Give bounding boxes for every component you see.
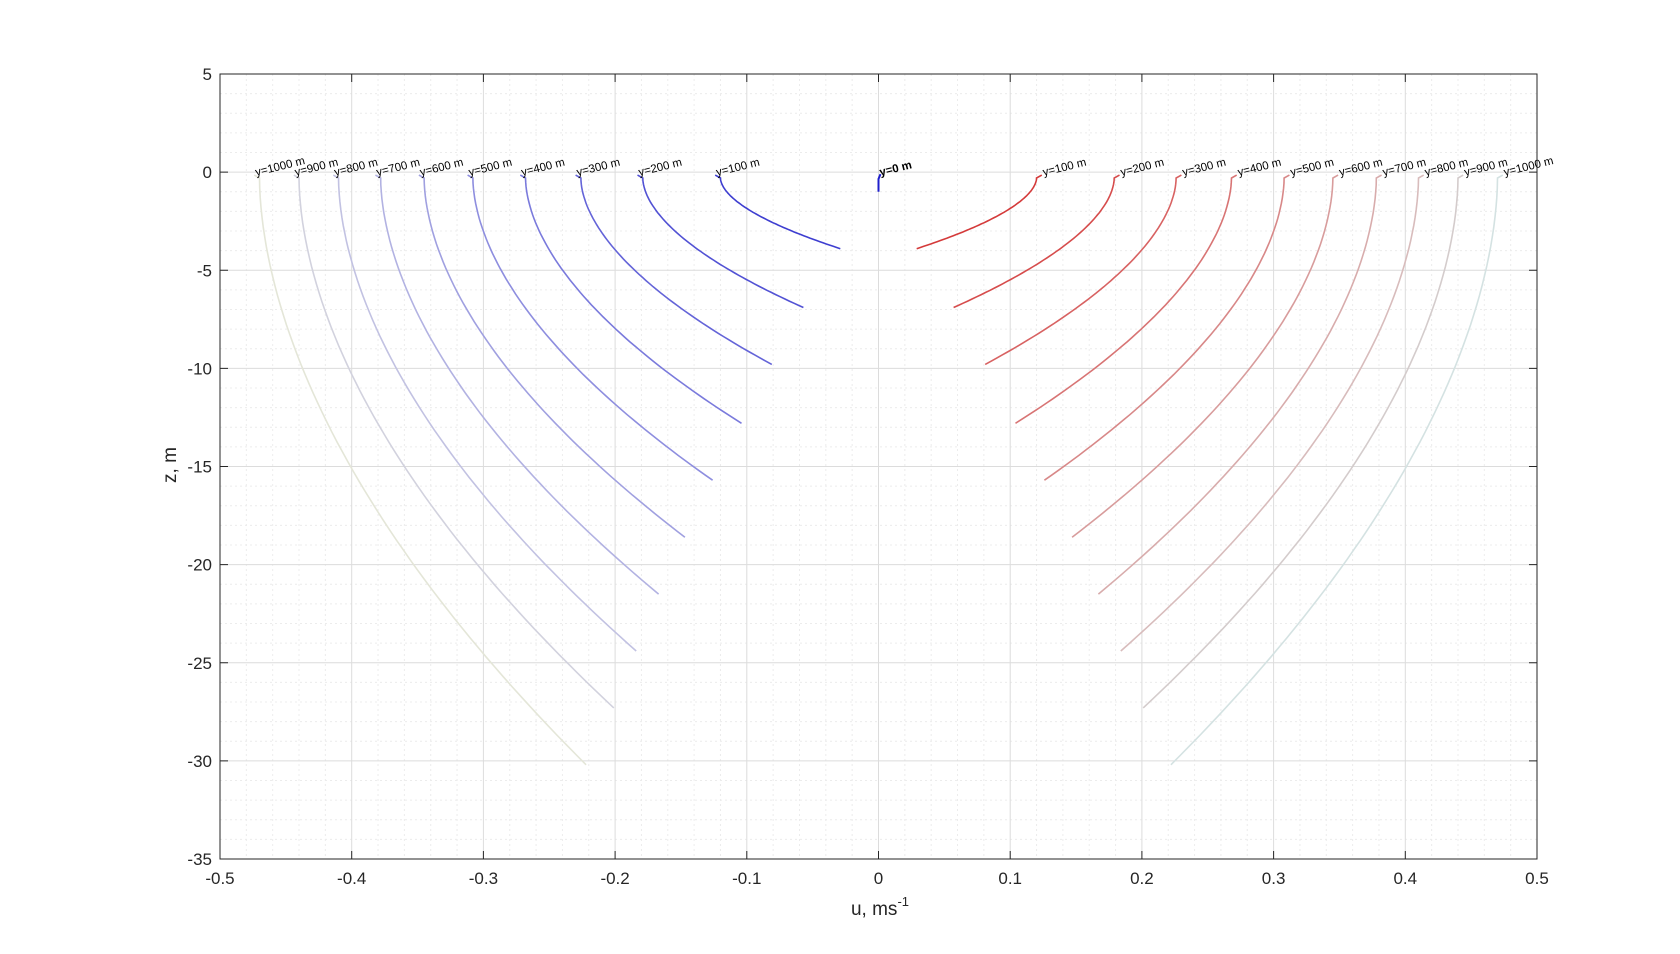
series-line (916, 174, 1043, 250)
y-tick-label: -25 (187, 654, 212, 673)
series-line (877, 173, 882, 192)
x-tick-label: 0.2 (1130, 869, 1154, 888)
series-label: y=0 m (878, 159, 913, 179)
x-tick-label: -0.4 (337, 869, 366, 888)
y-axis-label: z, m (160, 447, 181, 483)
y-tick-label: -30 (187, 752, 212, 771)
x-tick-label: 0.1 (998, 869, 1022, 888)
series-line (418, 174, 686, 538)
series-label: y=100 m (715, 157, 761, 179)
y-tick-label: 5 (203, 65, 212, 84)
series-label: y=200 m (637, 157, 683, 179)
series-label: y=1000 m (1503, 155, 1555, 179)
series-line (984, 174, 1182, 366)
series-line (575, 174, 773, 366)
series-line (293, 174, 615, 709)
series-line (1097, 174, 1382, 595)
series-line (375, 174, 660, 595)
series-line (519, 174, 742, 424)
series-line (953, 174, 1120, 309)
series-label: y=100 m (1042, 157, 1088, 179)
minor-grid (220, 74, 1537, 859)
x-tick-label: -0.3 (469, 869, 498, 888)
series-label: y=300 m (1181, 157, 1227, 179)
x-axis-label-superscript: -1 (897, 894, 909, 909)
series-line (253, 174, 587, 766)
series-line (1043, 174, 1290, 481)
x-axis-label-main: u, ms (851, 899, 897, 920)
series-line (714, 174, 841, 250)
y-axis: 5 0 -5 -10 -15 -20 -25 -30 -35 (187, 65, 1537, 869)
y-tick-label: -35 (187, 850, 212, 869)
series-label: y=500 m (467, 157, 513, 179)
series-label: y=600 m (419, 157, 465, 179)
series-line (1120, 174, 1425, 652)
x-tick-label: 0 (874, 869, 883, 888)
x-axis: -0.5 -0.4 -0.3 -0.2 -0.1 0 0.1 0.2 0.3 0.4 0.5 (205, 74, 1549, 888)
series-line (1071, 174, 1339, 538)
series-line (332, 174, 637, 652)
x-tick-label: 0.5 (1525, 869, 1549, 888)
x-tick-label: -0.1 (732, 869, 761, 888)
y-tick-label: -10 (187, 359, 212, 378)
series-label: y=300 m (575, 157, 621, 179)
series-line (1170, 174, 1504, 766)
series-label: y=700 m (375, 157, 421, 179)
series-label: y=700 m (1381, 157, 1427, 179)
y-tick-label: 0 (203, 163, 212, 182)
x-axis-label: u, ms-1 (851, 894, 909, 920)
series-label: y=400 m (1237, 157, 1283, 179)
series-label: y=800 m (333, 157, 379, 179)
x-tick-label: 0.3 (1262, 869, 1286, 888)
series-line (1015, 174, 1238, 424)
series-line (467, 174, 714, 481)
y-tick-label: -20 (187, 556, 212, 575)
series-line (1142, 174, 1464, 709)
x-tick-label: 0.4 (1393, 869, 1417, 888)
x-tick-label: -0.5 (205, 869, 234, 888)
series-label: y=600 m (1338, 157, 1384, 179)
x-tick-label: -0.2 (600, 869, 629, 888)
y-tick-label: -15 (187, 458, 212, 477)
series-layer: y=1000 my=900 my=800 my=700 my=600 m y=50… (253, 155, 1555, 766)
y-tick-label: -5 (197, 261, 212, 280)
series-label: y=400 m (520, 157, 566, 179)
series-label: y=500 m (1289, 157, 1335, 179)
series-line (637, 174, 804, 309)
